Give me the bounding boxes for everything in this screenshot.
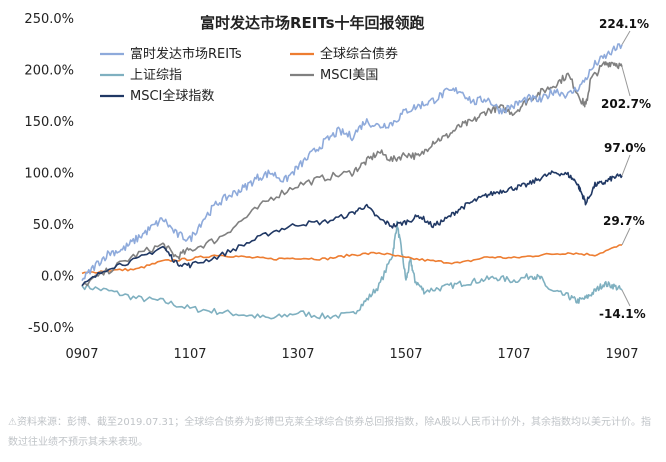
x-tick-label: 1707: [497, 347, 530, 362]
legend-label: 全球综合债券: [320, 46, 398, 62]
x-axis: 0907 1107 1307 1507 1707 1907: [65, 347, 638, 362]
y-axis: -50.0% 0.0% 50.0% 100.0% 150.0% 200.0% 250.0%: [24, 12, 74, 336]
series-line: [81, 170, 623, 287]
end-value-label: 224.1%: [599, 17, 649, 31]
y-tick-label: 50.0%: [33, 218, 74, 233]
footnote: ⚠资料来源：彭博、截至2019.07.31；全球综合债券为彭博巴克莱全球综合债券…: [8, 417, 652, 448]
y-tick-label: 0.0%: [41, 270, 74, 285]
y-tick-label: 200.0%: [24, 64, 74, 79]
callout-leader: [621, 30, 631, 45]
end-value-label: 29.7%: [603, 214, 645, 228]
end-value-label: -14.1%: [599, 307, 646, 321]
callout-leader: [621, 154, 631, 176]
chart-title: 富时发达市场REITs十年回报领跑: [200, 14, 425, 32]
end-labels: 224.1% 29.7% -14.1% 202.7% 97.0%: [599, 17, 651, 321]
end-value-label: 202.7%: [601, 97, 651, 111]
plot-area: [81, 43, 623, 320]
legend-label: MSCI美国: [320, 68, 378, 83]
callout-leader: [621, 66, 631, 97]
y-tick-label: 250.0%: [24, 12, 74, 27]
callout-leader: [621, 289, 631, 307]
callout-leader: [621, 227, 631, 246]
x-tick-label: 1307: [281, 347, 314, 362]
x-tick-label: 1107: [173, 347, 206, 362]
legend-label: 上证综指: [130, 68, 182, 83]
x-tick-label: 1507: [389, 347, 422, 362]
x-tick-label: 1907: [605, 347, 638, 362]
y-tick-label: -50.0%: [28, 321, 74, 336]
series-line: [81, 244, 623, 275]
legend-label: MSCI全球指数: [130, 88, 214, 104]
series-line: [81, 220, 623, 320]
y-tick-label: 100.0%: [24, 167, 74, 182]
series-line: [81, 43, 623, 282]
legend-label: 富时发达市场REITs: [130, 46, 242, 62]
y-tick-label: 150.0%: [24, 115, 74, 130]
end-value-label: 97.0%: [604, 141, 646, 155]
x-tick-label: 0907: [65, 347, 98, 362]
chart: 富时发达市场REITs十年回报领跑 -50.0% 0.0% 50.0% 100.0% 1…: [24, 12, 651, 362]
